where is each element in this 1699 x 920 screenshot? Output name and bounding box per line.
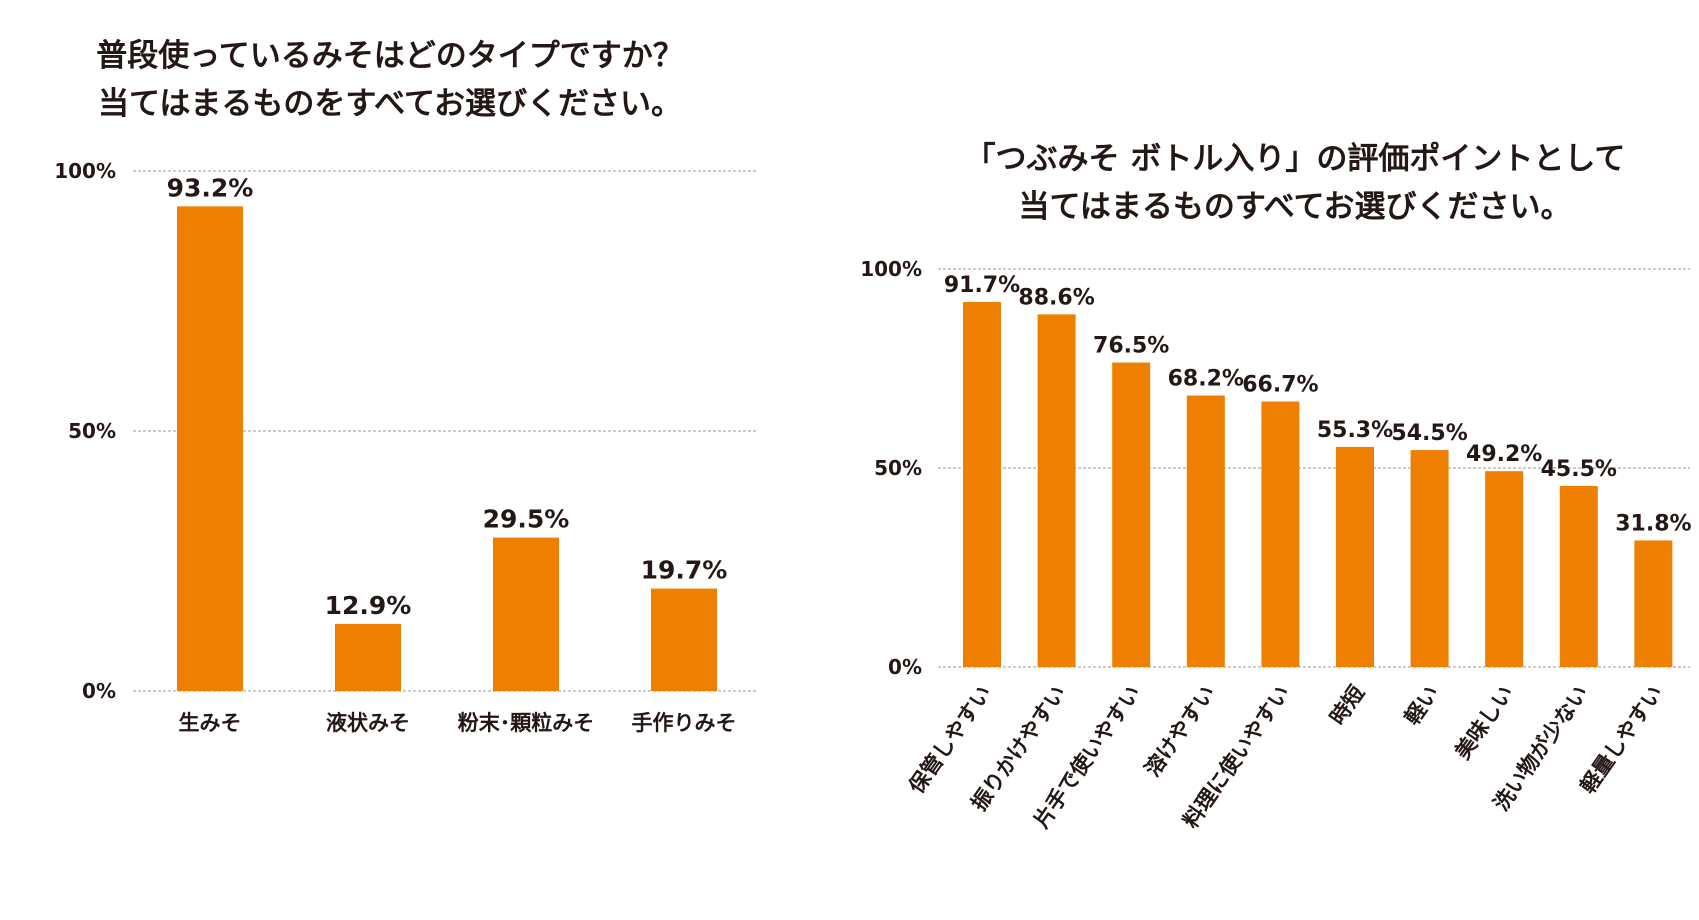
chart-2-bar	[1037, 314, 1076, 667]
chart-1-bar	[651, 588, 717, 691]
chart-1-y-tick-label: 100%	[54, 159, 116, 183]
chart-2-value-label: 91.7%	[944, 273, 1020, 298]
chart-1-title-line2: 当てはまるものをすべてお選びください。	[97, 86, 683, 122]
chart-1-bar	[493, 537, 559, 691]
chart-2-bar	[963, 302, 1001, 667]
chart-2-bar	[1112, 362, 1151, 667]
chart-1-y-tick-label: 0%	[82, 679, 116, 703]
chart-2-y-tick-label: 50%	[874, 456, 922, 480]
chart-1-value-label: 93.2%	[167, 173, 254, 202]
chart-2-value-label: 76.5%	[1093, 334, 1169, 359]
chart-2-bar	[1485, 471, 1524, 667]
chart-1-value-label: 29.5%	[483, 505, 570, 534]
chart-1-category-label: 生みそ	[179, 711, 242, 735]
chart-2-value-label: 54.5%	[1391, 421, 1467, 446]
chart-2-bar	[1410, 450, 1449, 667]
chart-2-value-label: 45.5%	[1541, 457, 1617, 482]
chart-2-category-label: 軽い	[1400, 681, 1444, 729]
chart-2-title-line1: 「つぶみそ ボトル入り」の評価ポイントとして	[964, 141, 1626, 177]
chart-2-value-label: 31.8%	[1615, 511, 1691, 536]
chart-2-bar	[1559, 485, 1598, 667]
chart-1-y-tick-label: 50%	[68, 419, 116, 443]
chart-1-category-label: 粉末･顆粒みそ	[458, 711, 595, 735]
chart-2-value-label: 68.2%	[1168, 367, 1244, 392]
chart-1-bar	[177, 206, 243, 692]
chart-1-title: 普段使っているみそはどのタイプですか？ 当てはまるものをすべてお選びください。	[40, 32, 740, 128]
chart-2-y-tick-label: 0%	[888, 655, 922, 679]
chart-1-category-label: 手作りみそ	[632, 711, 737, 735]
chart-2-bar	[1634, 540, 1673, 667]
chart-2-value-label: 49.2%	[1466, 442, 1542, 467]
chart-2-category-label: 美味しい	[1450, 681, 1518, 764]
chart-2-value-label: 66.7%	[1242, 373, 1318, 398]
chart-1-value-label: 19.7%	[641, 556, 728, 585]
chart-2-category-label: 時短	[1325, 681, 1369, 729]
chart-2-category-label: 溶けやすい	[1140, 681, 1220, 781]
chart-2-value-label: 88.6%	[1018, 285, 1094, 310]
chart-1-category-label: 液状みそ	[326, 711, 410, 735]
chart-1-title-line1: 普段使っているみそはどのタイプですか？	[96, 38, 684, 74]
chart-1-bar	[335, 623, 401, 691]
chart-2-bar	[1186, 395, 1225, 667]
chart-2-value-label: 55.3%	[1317, 418, 1393, 443]
chart-2-bar	[1261, 401, 1300, 667]
chart-2-title-line2: 当てはまるものすべてお選びください。	[1018, 189, 1572, 225]
chart-2-title: 「つぶみそ ボトル入り」の評価ポイントとして 当てはまるものすべてお選びください…	[900, 135, 1690, 231]
chart-1-value-label: 12.9%	[325, 591, 412, 620]
chart-2-bar	[1336, 446, 1374, 667]
chart-2-y-tick-label: 100%	[860, 257, 922, 281]
